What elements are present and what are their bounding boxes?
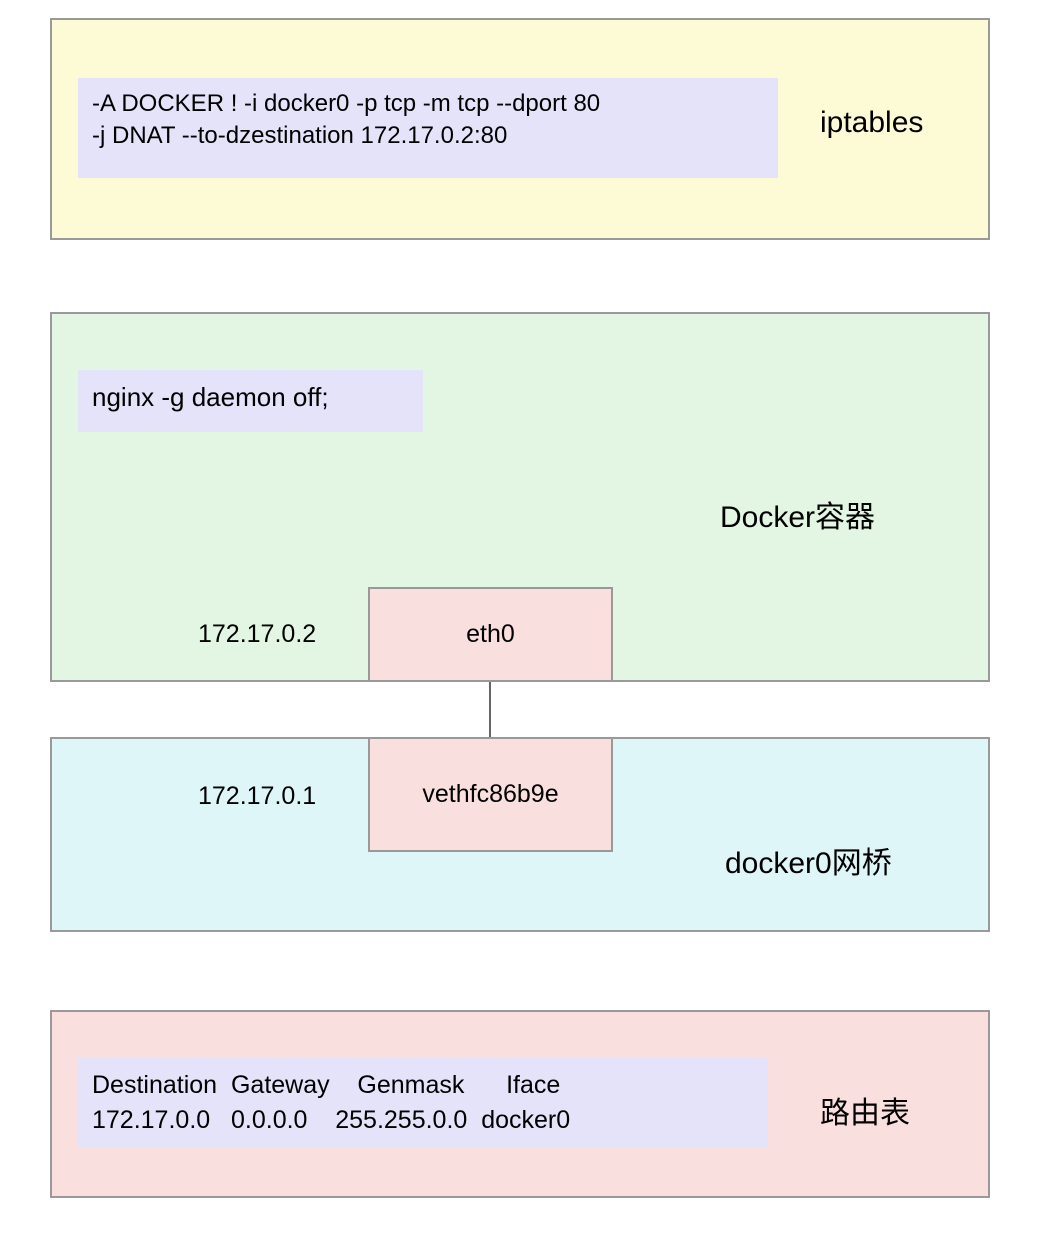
docker-container-label: Docker容器 bbox=[720, 492, 875, 536]
docker0-bridge-label: docker0网桥 bbox=[725, 838, 892, 882]
iptables-rule-inset: -A DOCKER ! -i docker0 -p tcp -m tcp --d… bbox=[78, 78, 778, 178]
eth0-interface: eth0 bbox=[368, 587, 613, 682]
nginx-cmd-inset: nginx -g daemon off; bbox=[78, 370, 423, 432]
bridge-ip-label: 172.17.0.1 bbox=[198, 782, 316, 811]
routing-table-label: 路由表 bbox=[820, 1088, 910, 1132]
routing-table-inset: Destination Gateway Genmask Iface 172.17… bbox=[78, 1058, 768, 1148]
iptables-label: iptables bbox=[820, 106, 923, 140]
eth0-veth-connector bbox=[489, 682, 491, 737]
container-ip-label: 172.17.0.2 bbox=[198, 620, 316, 649]
veth-interface: vethfc86b9e bbox=[368, 737, 613, 852]
